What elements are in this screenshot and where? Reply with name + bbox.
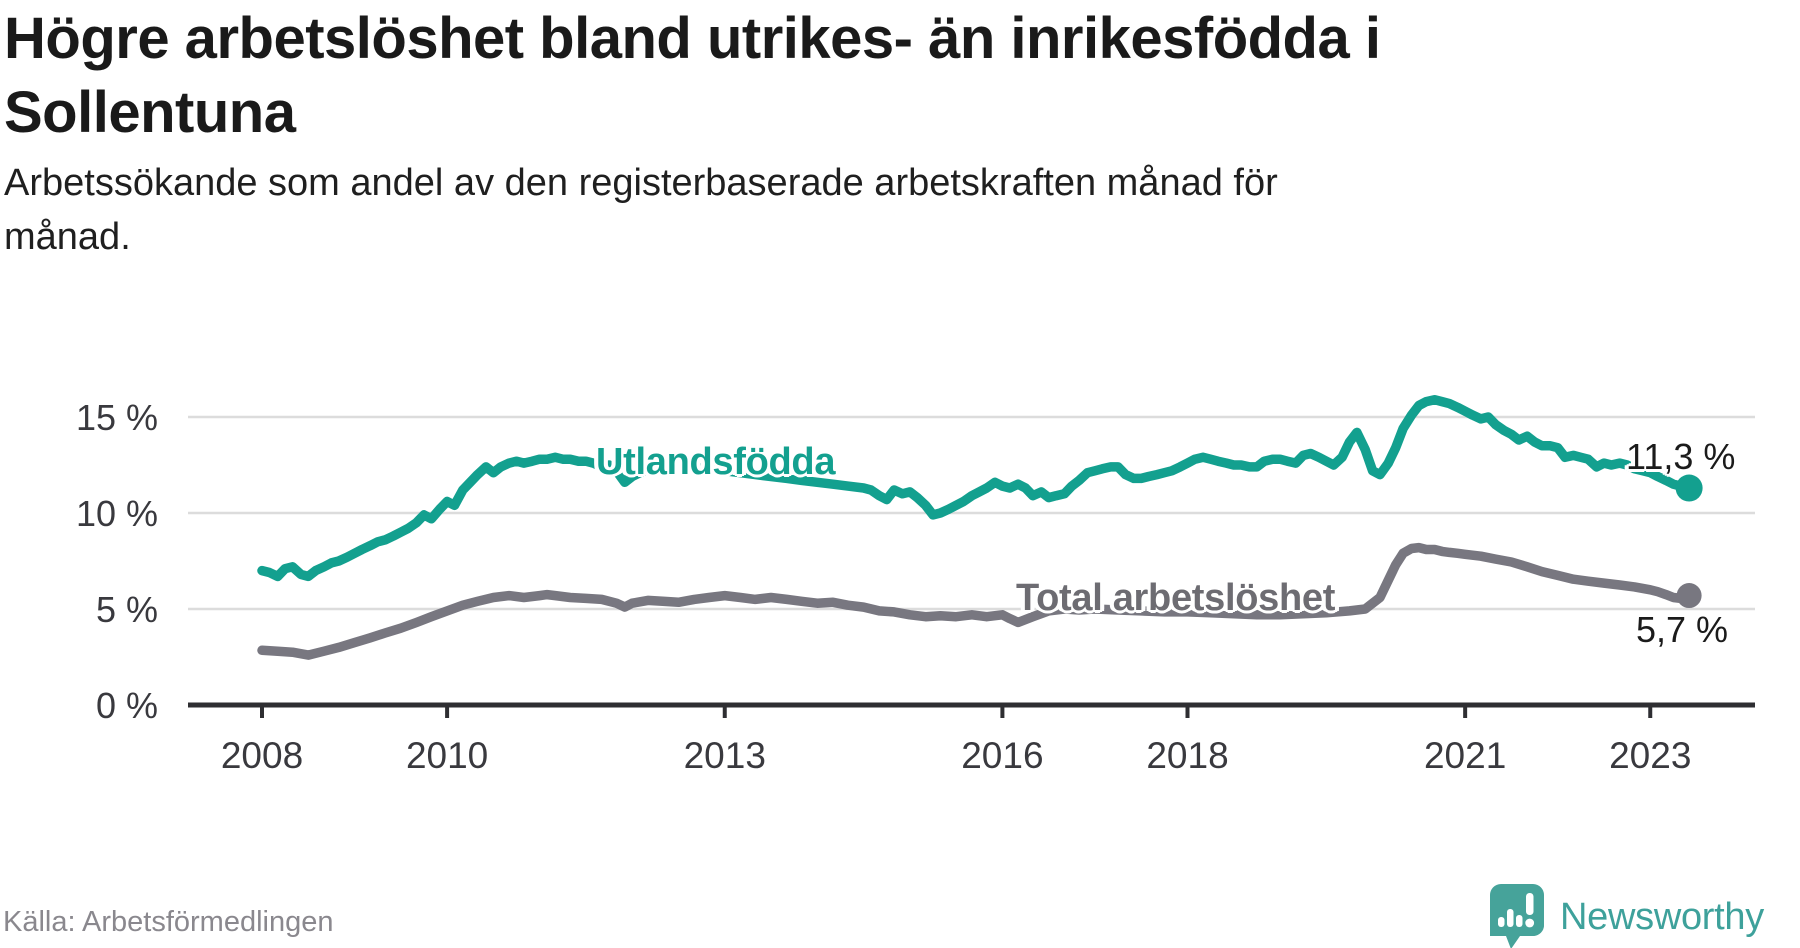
y-tick-label-15: 15 % xyxy=(76,397,158,438)
y-tick-label-10: 10 % xyxy=(76,493,158,534)
x-tick-label-2021: 2021 xyxy=(1424,735,1506,776)
y-tick-label-5: 5 % xyxy=(96,589,158,630)
newsworthy-logo: Newsworthy xyxy=(1488,884,1764,948)
newsworthy-logo-text: Newsworthy xyxy=(1560,895,1764,938)
series-label-total-arbetsloshet: Total arbetslöshet xyxy=(1016,577,1336,619)
y-tick-label-0: 0 % xyxy=(96,685,158,726)
end-value-label-total: 5,7 % xyxy=(1636,609,1729,650)
end-value-label-utlandsfodda: 11,3 % xyxy=(1626,436,1736,477)
chart-subtitle: Arbetssökande som andel av den registerb… xyxy=(4,162,1278,258)
series-line-total-arbetsloshet xyxy=(257,542,1694,660)
x-tick-label-2013: 2013 xyxy=(684,735,766,776)
x-tick-label-2023: 2023 xyxy=(1609,735,1691,776)
end-dot-total-arbetsloshet xyxy=(1676,583,1702,609)
x-tick-label-2016: 2016 xyxy=(961,735,1043,776)
x-tick-label-2018: 2018 xyxy=(1146,735,1228,776)
x-tick-label-2008: 2008 xyxy=(221,735,303,776)
end-dot-utlandsfodda xyxy=(1675,474,1703,502)
series-label-utlandsfodda: Utlandsfödda xyxy=(596,441,836,483)
series-line-utlandsfodda xyxy=(257,394,1694,582)
x-tick-label-2010: 2010 xyxy=(406,735,488,776)
chart-title: Högre arbetslöshet bland utrikes- än inr… xyxy=(4,6,1381,145)
source-note: Källa: Arbetsförmedlingen xyxy=(3,906,334,938)
newsworthy-logo-icon xyxy=(1490,884,1544,948)
